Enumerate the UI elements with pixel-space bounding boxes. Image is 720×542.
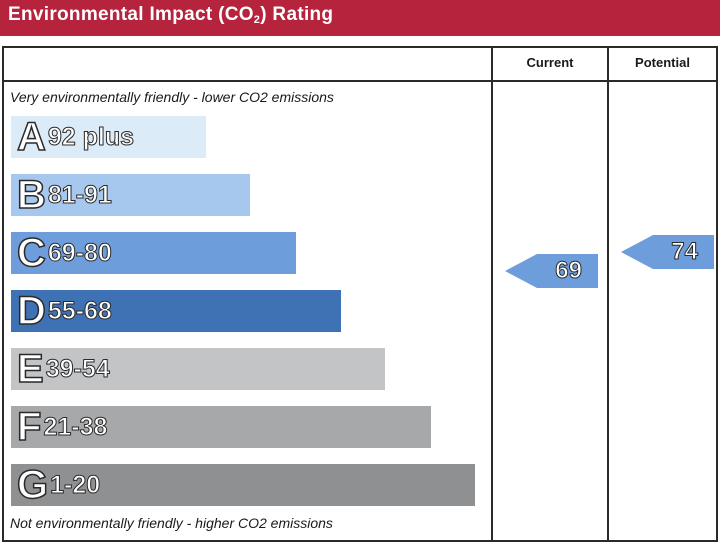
band-range: 21-38 (43, 412, 108, 441)
band-letter: G (16, 463, 49, 507)
band-range: 92 plus (47, 122, 135, 151)
band-range: 81-91 (47, 180, 112, 209)
band-letter: E (16, 347, 44, 391)
band-c: C 69-80 (11, 232, 296, 274)
band-range: 39-54 (45, 354, 110, 383)
band-range: 55-68 (47, 296, 112, 325)
header-divider (4, 80, 716, 82)
potential-column-header: Potential (635, 55, 690, 70)
band-a: A 92 plus (11, 116, 206, 158)
band-letter: A (16, 115, 46, 159)
band-d: D 55-68 (11, 290, 341, 332)
top-note: Very environmentally friendly - lower CO… (10, 89, 334, 105)
band-f: F 21-38 (11, 406, 431, 448)
band-e: E 39-54 (11, 348, 385, 390)
band-range: 69-80 (47, 238, 112, 267)
band-letter: F (16, 405, 42, 449)
potential-column-divider (607, 48, 609, 540)
band-letter: B (16, 173, 46, 217)
current-column-divider (491, 48, 493, 540)
band-range: 1-20 (50, 470, 101, 499)
current-column-header: Current (526, 55, 574, 70)
title-banner: Environmental Impact (CO2) Rating (0, 0, 720, 36)
band-b: B 81-91 (11, 174, 250, 216)
band-g: G 1-20 (11, 464, 475, 506)
bottom-note: Not environmentally friendly - higher CO… (10, 515, 333, 531)
potential-rating-value: 74 (671, 238, 699, 266)
page-title: Environmental Impact (CO2) Rating (8, 4, 334, 26)
band-letter: D (16, 289, 46, 333)
current-rating-value: 69 (555, 257, 583, 285)
band-letter: C (16, 231, 46, 275)
